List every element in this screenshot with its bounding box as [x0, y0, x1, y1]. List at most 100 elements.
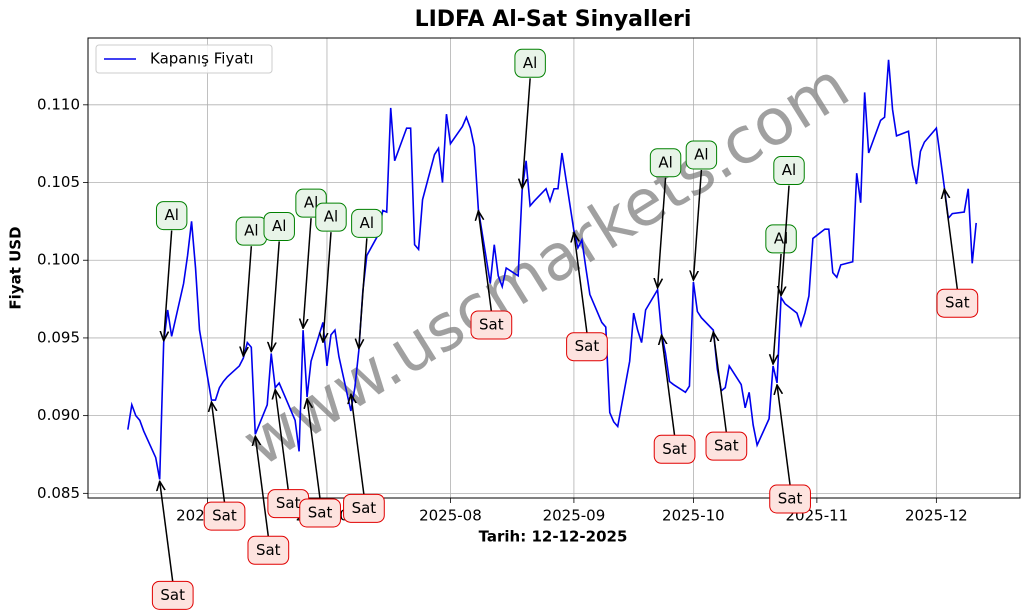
signal-label: Sat	[276, 494, 301, 512]
signal-arrow	[303, 218, 312, 328]
x-tick-label: 2025-10	[662, 507, 725, 525]
signal-annotation: Sat	[267, 390, 310, 519]
signal-box	[343, 493, 385, 523]
chart-title: LIDFA Al-Sat Sinyalleri	[415, 7, 692, 32]
signal-label: Al	[694, 145, 708, 163]
signal-label: Al	[782, 161, 796, 179]
signal-arrow	[211, 402, 226, 503]
signal-arrow	[658, 177, 667, 288]
signal-arrow	[574, 233, 588, 333]
signal-annotation: Sat	[343, 394, 385, 523]
signal-label: Al	[272, 217, 286, 235]
signal-annotation: Sat	[299, 399, 341, 528]
signal-box	[247, 535, 290, 565]
signal-annotation: Al	[155, 201, 188, 341]
signal-label: Sat	[662, 440, 687, 458]
price-line	[127, 59, 977, 480]
signal-label: Sat	[778, 490, 803, 508]
signal-annotation: Sat	[247, 436, 290, 565]
signal-annotation: Sat	[151, 481, 194, 610]
signal-annotation: Sat	[705, 332, 748, 461]
signal-label: Sat	[352, 499, 377, 517]
signal-box	[936, 288, 979, 318]
signal-arrow	[781, 185, 790, 296]
x-axis-label: Tarih: 12-12-2025	[479, 528, 628, 546]
signal-annotation: Al	[514, 48, 546, 188]
signal-box	[263, 211, 295, 241]
signal-arrow	[323, 232, 332, 342]
y-axis-label: Fiyat USD	[7, 226, 25, 309]
signal-label: Sat	[945, 294, 970, 312]
signal-annotation: Al	[235, 216, 268, 356]
legend-label: Kapanış Fiyatı	[150, 50, 254, 68]
signal-annotation: Al	[649, 148, 682, 288]
y-tick-label: 0.095	[37, 328, 80, 346]
signal-label: Al	[523, 54, 537, 72]
x-tick-label: 2025-09	[543, 507, 606, 525]
signal-arrow	[271, 241, 280, 351]
signal-arrow	[713, 332, 728, 433]
signal-label: Sat	[575, 337, 600, 355]
signal-annotation: Sat	[653, 335, 696, 464]
signal-label: Sat	[308, 503, 333, 521]
y-tick-label: 0.085	[37, 484, 80, 502]
signal-box	[769, 484, 811, 514]
signal-annotation: Sat	[203, 402, 246, 531]
signal-box	[470, 310, 513, 340]
signal-arrow	[307, 399, 321, 500]
signal-box	[351, 208, 383, 238]
y-tick-label: 0.105	[37, 173, 80, 191]
signal-annotation: Al	[351, 208, 383, 348]
signal-box	[649, 148, 682, 178]
signal-label: Al	[324, 208, 338, 226]
x-tick-label: 2025-12	[905, 507, 968, 525]
signal-label: Sat	[212, 507, 237, 525]
signal-box	[653, 434, 696, 464]
signal-annotation: Sat	[769, 385, 811, 514]
signal-box	[151, 580, 194, 610]
signal-arrow	[275, 390, 289, 490]
signal-arrow	[359, 238, 368, 348]
signal-arrow	[777, 385, 791, 486]
signal-arrow	[944, 189, 959, 290]
signal-box	[705, 431, 748, 461]
signal-arrow	[351, 394, 365, 495]
signal-arrow	[662, 335, 676, 436]
y-tick-label: 0.110	[37, 95, 80, 113]
signal-label: Al	[164, 206, 178, 224]
signal-label: Al	[360, 214, 374, 232]
signal-arrow	[693, 169, 703, 280]
legend-box	[95, 44, 273, 74]
x-tick-label: 2025-08	[419, 507, 482, 525]
watermark: www.uscmarkets.com	[231, 49, 862, 482]
signal-label: Sat	[479, 315, 504, 333]
signal-box	[514, 48, 546, 78]
signal-box	[773, 156, 805, 186]
signal-box	[315, 202, 347, 232]
signal-label: Al	[304, 194, 318, 212]
signal-arrow	[243, 246, 253, 356]
legend: Kapanış Fiyatı	[95, 44, 273, 74]
axes-frame	[87, 37, 1021, 499]
signal-annotation: Al	[765, 224, 797, 364]
signal-label: Sat	[256, 541, 281, 559]
signal-label: Sat	[160, 586, 185, 604]
signal-annotation: Sat	[566, 233, 608, 362]
signal-annotation: Sat	[936, 189, 979, 318]
signal-arrow	[164, 230, 173, 341]
signal-arrow	[773, 253, 782, 364]
y-tick-label: 0.100	[37, 251, 80, 269]
signal-box	[155, 201, 188, 231]
signal-label: Al	[244, 222, 258, 240]
signal-box	[299, 498, 341, 528]
signal-arrow	[160, 481, 174, 582]
signal-arrow	[478, 211, 493, 312]
signal-annotation: Sat	[470, 211, 513, 340]
signal-box	[765, 224, 797, 254]
signal-label: Sat	[714, 437, 739, 455]
signal-arrow	[255, 436, 270, 537]
signal-annotation: Al	[263, 211, 295, 351]
signal-arrow	[522, 78, 531, 188]
